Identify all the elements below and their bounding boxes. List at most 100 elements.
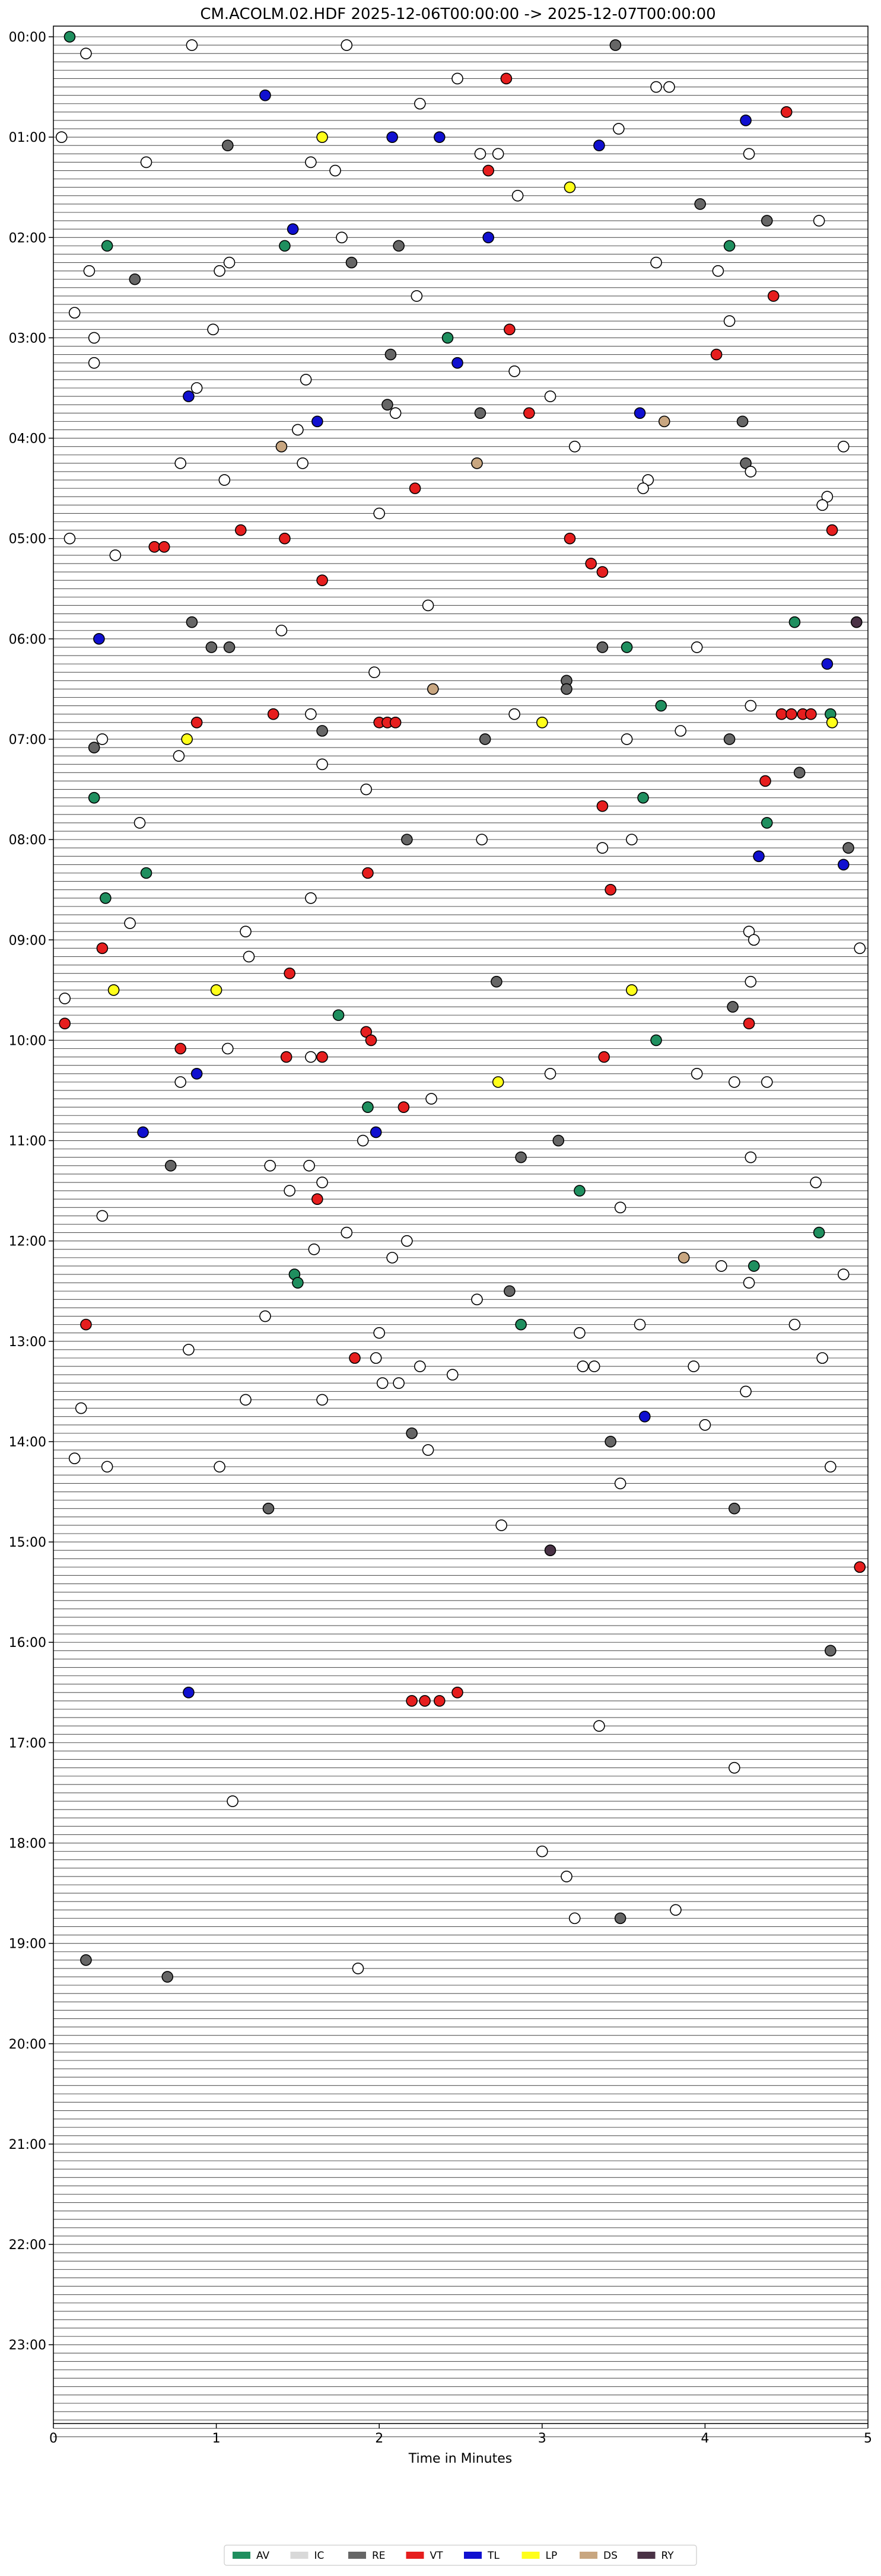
event-marker-av: [650, 1034, 662, 1047]
event-marker-unclassified: [691, 1067, 703, 1080]
event-marker-unclassified: [352, 1963, 364, 1974]
event-marker-unclassified: [59, 993, 71, 1004]
event-marker-unclassified: [634, 1318, 646, 1331]
event-marker-re: [474, 407, 486, 419]
event-marker-re: [842, 842, 854, 854]
event-marker-unclassified: [688, 1360, 699, 1372]
event-marker-unclassified: [376, 1377, 389, 1389]
event-marker-ry: [850, 616, 863, 628]
event-marker-vt: [564, 532, 576, 545]
event-marker-unclassified: [297, 457, 308, 469]
event-marker-av: [292, 1277, 304, 1289]
y-tick-label: 02:00: [9, 231, 46, 246]
event-marker-tl: [434, 131, 446, 143]
event-marker-unclassified: [240, 926, 252, 937]
event-marker-unclassified: [495, 1519, 507, 1531]
event-marker-unclassified: [414, 97, 426, 110]
event-marker-vt: [362, 867, 374, 879]
event-marker-unclassified: [670, 1904, 682, 1916]
event-marker-lp: [210, 984, 222, 996]
event-marker-lp: [181, 733, 193, 745]
event-marker-unclassified: [214, 1461, 225, 1473]
event-marker-unclassified: [316, 758, 328, 771]
event-marker-unclassified: [729, 1761, 740, 1774]
event-marker-unclassified: [621, 733, 633, 745]
event-marker-unclassified: [508, 708, 520, 720]
event-marker-av: [140, 867, 152, 879]
event-marker-vt: [743, 1017, 755, 1030]
event-marker-vt: [365, 1034, 377, 1047]
event-marker-unclassified: [446, 1369, 459, 1381]
event-marker-unclassified: [743, 1277, 755, 1289]
legend-label-vt: VT: [430, 2550, 444, 2562]
event-marker-unclassified: [411, 290, 423, 302]
event-marker-unclassified: [223, 256, 236, 269]
event-marker-av: [63, 31, 76, 43]
event-marker-av: [637, 791, 649, 804]
event-marker-unclassified: [614, 1477, 626, 1490]
event-marker-unclassified: [574, 1327, 586, 1339]
event-marker-av: [279, 240, 291, 252]
event-marker-unclassified: [373, 1327, 386, 1339]
y-tick-label: 01:00: [9, 131, 46, 145]
event-marker-unclassified: [393, 1377, 405, 1389]
event-marker-unclassified: [476, 834, 488, 845]
event-marker-tl: [183, 390, 195, 402]
event-marker-unclassified: [305, 708, 317, 720]
event-marker-unclassified: [101, 1461, 113, 1473]
event-marker-unclassified: [588, 1360, 600, 1372]
event-marker-unclassified: [729, 1076, 740, 1088]
event-marker-re: [222, 139, 234, 152]
event-marker-lp: [626, 984, 638, 996]
event-marker-av: [101, 240, 113, 252]
event-marker-re: [727, 1001, 739, 1013]
event-marker-vt: [759, 775, 771, 787]
event-marker-tl: [753, 850, 765, 863]
event-marker-tl: [311, 415, 323, 428]
y-tick-label: 03:00: [9, 331, 46, 346]
event-marker-unclassified: [75, 1402, 87, 1414]
event-marker-unclassified: [227, 1795, 238, 1807]
event-marker-re: [129, 273, 141, 285]
event-marker-unclassified: [305, 892, 317, 904]
event-marker-unclassified: [743, 148, 755, 160]
event-marker-vt: [780, 106, 793, 118]
y-tick-label: 05:00: [9, 532, 46, 547]
legend-label-ry: RY: [661, 2550, 675, 2562]
event-marker-unclassified: [336, 231, 348, 244]
event-marker-unclassified: [414, 1360, 426, 1372]
event-marker-unclassified: [745, 699, 757, 712]
y-axis: 00:00 01:00 02:00 03:00 04:00 05:00 06:00 07:00…: [9, 30, 53, 2353]
event-marker-unclassified: [838, 440, 850, 453]
y-tick-label: 17:00: [9, 1736, 46, 1751]
event-marker-unclassified: [675, 725, 687, 737]
event-marker-tl: [93, 633, 105, 645]
event-marker-unclassified: [425, 1093, 437, 1105]
event-marker-vt: [598, 1051, 610, 1063]
x-axis-label: Time in Minutes: [408, 2451, 513, 2466]
event-marker-unclassified: [174, 1076, 186, 1088]
event-marker-re: [164, 1160, 177, 1172]
event-marker-re: [384, 348, 397, 361]
event-marker-av: [723, 240, 736, 252]
event-marker-unclassified: [816, 499, 828, 511]
y-tick-label: 04:00: [9, 432, 46, 447]
event-marker-vt: [805, 708, 817, 720]
event-marker-vt: [190, 716, 203, 729]
event-marker-vt: [389, 716, 402, 729]
event-marker-av: [621, 641, 633, 653]
event-marker-ry: [544, 1544, 556, 1556]
event-marker-tl: [638, 1410, 651, 1423]
legend-label-lp: LP: [546, 2550, 558, 2562]
y-tick-label: 07:00: [9, 733, 46, 748]
event-marker-unclassified: [568, 1912, 581, 1925]
event-marker-tl: [137, 1126, 149, 1138]
event-marker-tl: [838, 858, 850, 871]
event-marker-unclassified: [341, 1226, 353, 1239]
y-tick-label: 15:00: [9, 1535, 46, 1550]
event-marker-vt: [409, 482, 421, 494]
event-marker-unclassified: [300, 374, 312, 386]
event-marker-re: [561, 683, 573, 695]
event-marker-vt: [174, 1042, 186, 1055]
